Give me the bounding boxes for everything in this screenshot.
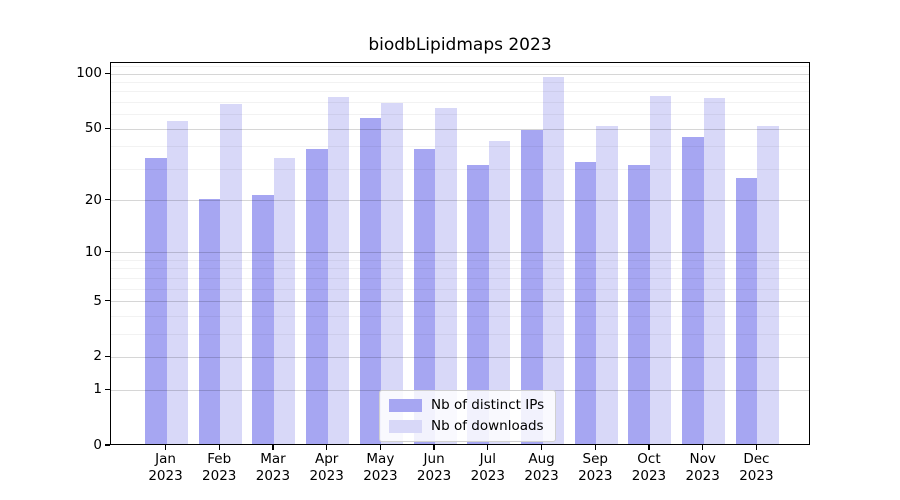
bar-downloads-jun <box>435 107 457 444</box>
y-tick-label: 50 <box>84 120 102 137</box>
bar-distinct-ips-jan <box>145 157 167 444</box>
legend-label-downloads: Nb of downloads <box>431 418 544 434</box>
y-tick-label: 10 <box>84 243 102 260</box>
x-tick-mark <box>755 445 758 450</box>
y-tick-mark <box>105 199 110 201</box>
x-tick-label: Mar 2023 <box>255 451 291 484</box>
bar-downloads-jul <box>488 140 511 444</box>
x-tick-mark <box>433 445 435 450</box>
bar-distinct-ips-may <box>359 118 382 444</box>
y-tick-mark <box>105 388 110 390</box>
x-tick-mark <box>702 445 704 450</box>
plot-area <box>110 62 810 445</box>
x-tick-label: Jan 2023 <box>148 451 183 484</box>
y-tick-label: 0 <box>93 437 102 453</box>
bar-downloads-aug <box>542 77 565 444</box>
x-tick-mark <box>487 445 489 450</box>
y-tick-label: 20 <box>84 191 102 208</box>
legend-swatch-downloads <box>389 419 422 433</box>
y-tick-mark <box>105 72 110 74</box>
y-tick-mark <box>105 444 110 446</box>
bar-distinct-ips-nov <box>682 137 704 444</box>
bar-downloads-oct <box>649 96 672 444</box>
x-tick-label: Aug 2023 <box>524 451 559 484</box>
x-tick-mark <box>326 445 328 450</box>
bars-layer <box>111 63 809 444</box>
x-tick-label: Oct 2023 <box>631 451 667 484</box>
x-tick-mark <box>648 445 650 450</box>
bar-downloads-may <box>381 102 403 444</box>
bar-downloads-nov <box>703 98 726 444</box>
y-tick-mark <box>105 127 110 129</box>
x-tick-mark <box>272 445 274 450</box>
x-tick-mark <box>540 445 543 450</box>
bar-distinct-ips-mar <box>252 194 274 444</box>
y-tick-label: 2 <box>93 348 102 365</box>
bar-distinct-ips-sep <box>574 162 597 444</box>
x-tick-label: Apr 2023 <box>309 451 344 484</box>
legend: Nb of distinct IPs Nb of downloads <box>379 390 557 442</box>
bar-downloads-mar <box>273 157 296 444</box>
bar-downloads-apr <box>327 97 350 444</box>
y-tick-mark <box>105 355 110 358</box>
x-tick-mark <box>218 445 220 450</box>
bar-distinct-ips-dec <box>735 178 758 444</box>
bar-downloads-dec <box>757 125 779 444</box>
y-tick-mark <box>105 251 110 253</box>
bar-distinct-ips-jul <box>467 164 489 444</box>
bar-distinct-ips-oct <box>628 164 650 444</box>
y-tick-label: 5 <box>93 292 102 309</box>
x-tick-label: Jul 2023 <box>470 451 505 484</box>
bar-downloads-sep <box>596 125 618 444</box>
x-tick-label: Nov 2023 <box>685 451 720 484</box>
x-tick-mark <box>379 445 382 450</box>
x-tick-label: Jun 2023 <box>416 451 452 484</box>
legend-label-distinct-ips: Nb of distinct IPs <box>431 397 545 413</box>
y-tick-mark <box>105 299 110 302</box>
legend-entry-distinct-ips: Nb of distinct IPs <box>389 397 544 413</box>
x-tick-label: May 2023 <box>363 451 398 484</box>
y-tick-label: 1 <box>93 381 102 398</box>
x-tick-mark <box>594 445 596 450</box>
x-tick-label: Sep 2023 <box>578 451 613 484</box>
bar-distinct-ips-jun <box>413 148 436 444</box>
x-tick-mark <box>164 445 167 450</box>
chart-title: biodbLipidmaps 2023 <box>368 35 552 55</box>
y-tick-label: 100 <box>76 65 102 82</box>
bar-downloads-jan <box>166 121 188 444</box>
legend-swatch-distinct-ips <box>389 398 422 412</box>
bar-distinct-ips-feb <box>198 198 221 444</box>
bar-distinct-ips-apr <box>306 148 328 444</box>
x-tick-label: Dec 2023 <box>739 451 774 484</box>
x-tick-label: Feb 2023 <box>202 451 237 484</box>
bar-distinct-ips-aug <box>521 130 543 444</box>
legend-entry-downloads: Nb of downloads <box>389 418 544 434</box>
bar-downloads-feb <box>220 104 242 444</box>
